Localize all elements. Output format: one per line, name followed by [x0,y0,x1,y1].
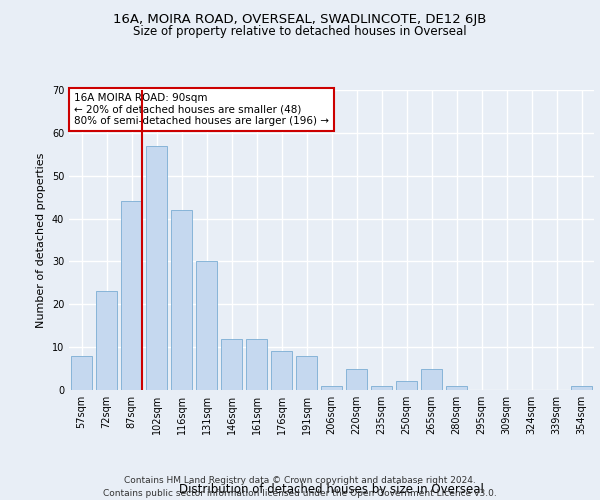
Bar [221,338,242,390]
Bar [296,356,317,390]
Bar [446,386,467,390]
Bar [271,352,292,390]
Bar [421,368,442,390]
Text: Contains public sector information licensed under the Open Government Licence v3: Contains public sector information licen… [103,489,497,498]
Bar [171,210,192,390]
Y-axis label: Number of detached properties: Number of detached properties [36,152,46,328]
Text: Size of property relative to detached houses in Overseal: Size of property relative to detached ho… [133,25,467,38]
Bar [571,386,592,390]
Bar [346,368,367,390]
Bar [321,386,342,390]
Bar [71,356,92,390]
Bar [96,292,117,390]
X-axis label: Distribution of detached houses by size in Overseal: Distribution of detached houses by size … [179,483,484,496]
Bar [146,146,167,390]
Bar [396,382,417,390]
Text: 16A, MOIRA ROAD, OVERSEAL, SWADLINCOTE, DE12 6JB: 16A, MOIRA ROAD, OVERSEAL, SWADLINCOTE, … [113,12,487,26]
Text: Contains HM Land Registry data © Crown copyright and database right 2024.: Contains HM Land Registry data © Crown c… [124,476,476,485]
Bar [246,338,267,390]
Bar [196,262,217,390]
Text: 16A MOIRA ROAD: 90sqm
← 20% of detached houses are smaller (48)
80% of semi-deta: 16A MOIRA ROAD: 90sqm ← 20% of detached … [74,93,329,126]
Bar [121,202,142,390]
Bar [371,386,392,390]
